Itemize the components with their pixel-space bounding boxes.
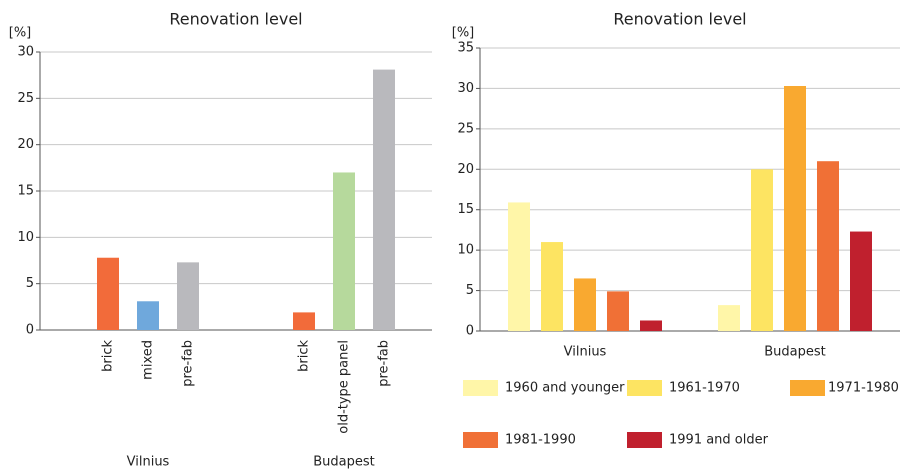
legend-label: 1981-1990 xyxy=(505,433,576,448)
legend-swatch xyxy=(627,432,662,448)
x-tick-label: Vilnius xyxy=(564,345,607,360)
bar xyxy=(373,69,395,331)
group-label: Vilnius xyxy=(127,455,170,470)
y-tick-label: 35 xyxy=(457,41,474,56)
y-tick-label: 10 xyxy=(17,230,34,245)
y-tick-label: 20 xyxy=(457,162,474,177)
bar xyxy=(137,301,159,330)
chart-title: Renovation level xyxy=(613,10,746,29)
legend-swatch xyxy=(790,380,825,396)
y-tick-label: 0 xyxy=(466,324,474,339)
bar xyxy=(817,161,839,331)
bar xyxy=(508,202,530,331)
legend-swatch xyxy=(463,380,498,396)
y-tick-label: 10 xyxy=(457,243,474,258)
y-tick-label: 20 xyxy=(17,137,34,152)
bar xyxy=(850,231,872,331)
bar xyxy=(97,257,119,330)
x-tick-label: mixed xyxy=(141,340,156,380)
x-tick-label: old-type panel xyxy=(337,340,352,434)
bar xyxy=(177,262,199,330)
bar xyxy=(541,242,563,331)
y-tick-label: 25 xyxy=(457,121,474,136)
y-axis-label: [%] xyxy=(452,26,475,41)
bar xyxy=(718,305,740,331)
y-tick-label: 5 xyxy=(466,283,474,298)
legend-label: 1960 and younger xyxy=(505,381,625,396)
y-axis-label: [%] xyxy=(9,26,32,41)
chart-title: Renovation level xyxy=(169,10,302,29)
x-tick-label: brick xyxy=(297,340,312,372)
y-tick-label: 0 xyxy=(26,323,34,338)
y-tick-label: 25 xyxy=(17,91,34,106)
y-tick-label: 30 xyxy=(17,45,34,60)
y-tick-label: 30 xyxy=(457,81,474,96)
bar xyxy=(607,291,629,331)
y-tick-label: 5 xyxy=(26,276,34,291)
y-tick-label: 15 xyxy=(457,202,474,217)
bar xyxy=(784,86,806,331)
bar xyxy=(751,169,773,331)
bar xyxy=(333,172,355,330)
legend-swatch xyxy=(463,432,498,448)
group-label: Budapest xyxy=(313,455,375,470)
x-tick-label: brick xyxy=(101,340,116,372)
x-tick-label: pre-fab xyxy=(377,340,392,387)
legend-label: 1991 and older xyxy=(669,433,769,448)
x-tick-label: pre-fab xyxy=(181,340,196,387)
bar xyxy=(574,278,596,331)
bar xyxy=(640,320,662,331)
x-tick-label: Budapest xyxy=(764,345,826,360)
legend-swatch xyxy=(627,380,662,396)
bar xyxy=(293,312,315,330)
y-tick-label: 15 xyxy=(17,184,34,199)
legend-label: 1971-1980 xyxy=(828,381,899,396)
legend-label: 1961-1970 xyxy=(669,381,740,396)
